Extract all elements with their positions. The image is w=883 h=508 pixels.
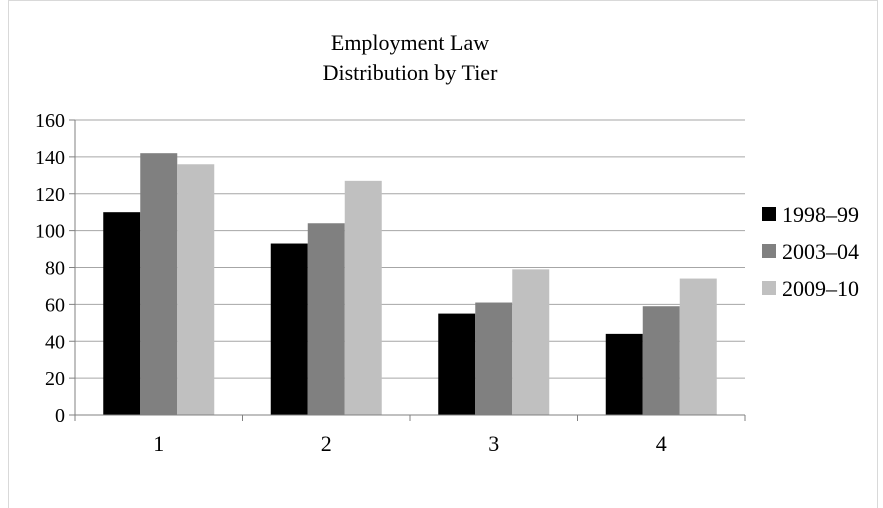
x-tick-label: 4 (656, 431, 667, 456)
y-tick-label: 40 (45, 331, 65, 353)
chart-frame (8, 0, 878, 508)
y-tick-label: 20 (45, 368, 65, 390)
legend-swatch-3 (762, 281, 776, 295)
legend: 1998–99 2003–04 2009–10 (762, 202, 859, 301)
bar-cat3-series2 (475, 302, 513, 415)
bar-cat2-series3 (344, 180, 382, 415)
bar-cat4-series3 (679, 278, 717, 415)
x-tick-label: 3 (488, 431, 499, 456)
legend-label-1: 1998–99 (782, 202, 859, 227)
x-axis: 1 2 3 4 (74, 414, 746, 456)
bar-cat1-series1 (103, 212, 141, 415)
bar-cat3-series3 (512, 269, 550, 415)
bars (103, 153, 717, 415)
bar-cat3-series1 (438, 313, 476, 415)
bar-cat1-series3 (177, 164, 215, 415)
x-tick-label: 1 (153, 431, 164, 456)
y-tick-label: 140 (35, 147, 65, 169)
y-axis: 0 20 40 60 80 100 120 140 160 (35, 110, 76, 427)
legend-swatch-2 (762, 244, 776, 258)
bar-cat4-series2 (642, 306, 680, 415)
y-tick-label: 100 (35, 221, 65, 243)
chart-title-line-1: Employment Law (331, 30, 489, 55)
y-tick-label: 160 (35, 110, 65, 132)
x-tick-label: 2 (321, 431, 332, 456)
legend-swatch-1 (762, 207, 776, 221)
bar-cat4-series1 (605, 333, 643, 415)
legend-label-2: 2003–04 (782, 239, 859, 264)
chart-title-line-2: Distribution by Tier (323, 60, 498, 85)
y-tick-label: 80 (45, 258, 65, 280)
y-tick-label: 120 (35, 184, 65, 206)
bar-cat2-series2 (307, 223, 345, 415)
y-tick-label: 60 (45, 294, 65, 316)
legend-label-3: 2009–10 (782, 276, 859, 301)
y-tick-label: 0 (55, 405, 65, 427)
bar-cat2-series1 (270, 243, 308, 415)
bar-cat1-series2 (140, 153, 178, 415)
